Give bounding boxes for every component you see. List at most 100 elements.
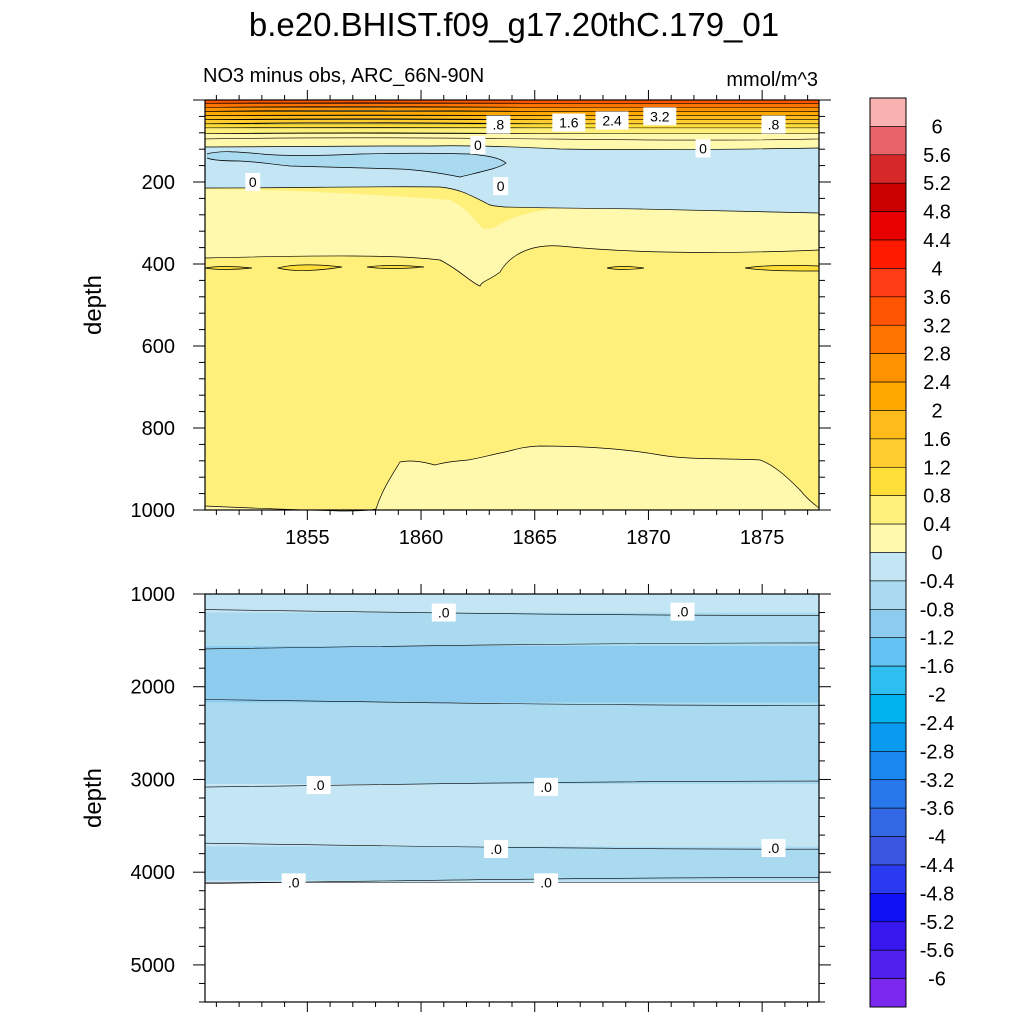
colorbar-label: -0.4 bbox=[920, 571, 954, 593]
contour-label-bg bbox=[534, 777, 559, 796]
colorbar-swatch bbox=[869, 552, 907, 582]
colorbar-label: 5.6 bbox=[923, 145, 951, 167]
colorbar-frame bbox=[869, 97, 907, 1008]
colorbar-label: -1.6 bbox=[920, 656, 954, 678]
colorbar-label: 2.4 bbox=[923, 372, 951, 394]
colorbar-label: 1.2 bbox=[923, 457, 951, 479]
contour-label: 1.6 bbox=[559, 115, 579, 131]
contour-label-bg bbox=[470, 136, 486, 155]
contour-label: 0 bbox=[497, 178, 505, 194]
top-panel-ylabel: depth bbox=[80, 275, 107, 335]
top-panel-axes: 1855 1860 1865 1870 1875 200 400 600 800 1000 bbox=[131, 90, 831, 549]
colorbar-label: 4.8 bbox=[923, 202, 951, 224]
contour-label: .8 bbox=[493, 117, 505, 133]
contour-label-bg bbox=[484, 840, 509, 858]
y-tick-label: 2000 bbox=[131, 677, 176, 699]
contour-label: 3.2 bbox=[650, 108, 670, 124]
y-tick-label: 1000 bbox=[131, 584, 176, 606]
y-tick-label: 1000 bbox=[131, 500, 176, 522]
contour-label: 0 bbox=[474, 137, 482, 153]
colorbar-swatch bbox=[869, 722, 907, 752]
contour-label-bg bbox=[595, 111, 629, 130]
contour-label-bg bbox=[306, 776, 331, 795]
surface-layer-band bbox=[204, 133, 820, 141]
contour-label: .0 bbox=[677, 604, 689, 620]
surface-layers bbox=[204, 99, 820, 141]
colorbar-label: 1.6 bbox=[923, 429, 951, 451]
depth-band bbox=[205, 594, 819, 613]
colorbar-swatch bbox=[869, 779, 907, 809]
colorbar-swatch bbox=[869, 438, 907, 468]
colorbar-swatch bbox=[869, 949, 907, 979]
depth-band bbox=[205, 702, 819, 785]
colorbar-swatch bbox=[869, 637, 907, 667]
contour-label: .0 bbox=[490, 841, 502, 857]
colorbar-swatch bbox=[869, 268, 907, 298]
bottom-panel: .0 .0 .0 .0 .0 .0 .0 .0 1000 2000 3000 4000 5000 de… bbox=[80, 584, 831, 1012]
colorbar-label: -2.4 bbox=[920, 713, 954, 735]
y-tick-label: 5000 bbox=[131, 955, 176, 977]
colorbar-label: 0.4 bbox=[923, 514, 951, 536]
colorbar-swatch bbox=[869, 893, 907, 923]
colorbar-swatch bbox=[869, 381, 907, 411]
colorbar-swatch bbox=[869, 694, 907, 724]
contour-label-bg bbox=[695, 139, 711, 158]
depth-band bbox=[205, 846, 819, 881]
contour-label: .0 bbox=[768, 840, 780, 856]
contour-label: .0 bbox=[313, 777, 325, 793]
y-tick-label: 4000 bbox=[131, 862, 176, 884]
y-tick-label: 800 bbox=[142, 418, 175, 440]
y-tick-label: 3000 bbox=[131, 769, 176, 791]
top-panel-fill bbox=[204, 99, 820, 511]
bottom-panel-contour-labels: .0 .0 .0 .0 .0 .0 .0 .0 bbox=[281, 602, 786, 892]
contour-label-bg bbox=[534, 873, 559, 892]
x-tick-label: 1870 bbox=[626, 527, 671, 549]
colorbar-swatch bbox=[869, 239, 907, 269]
contour-label: 0 bbox=[699, 140, 707, 156]
contour-line bbox=[204, 609, 820, 616]
contour-label-bg bbox=[486, 115, 511, 134]
colorbar-swatch bbox=[869, 410, 907, 440]
colorbar-label: 3.2 bbox=[923, 315, 951, 337]
top-panel: NO3 minus obs, ARC_66N-90N mmol/m^3 bbox=[80, 65, 831, 549]
colorbar-label: 2.8 bbox=[923, 344, 951, 366]
colorbar-label: 0 bbox=[931, 543, 942, 565]
colorbar-swatch bbox=[869, 921, 907, 951]
colorbar-swatch bbox=[869, 182, 907, 212]
colorbar: 6 5.6 5.2 4.8 4.4 4 3.6 3.2 2.8 2.4 2 1.6 1.2 0.8 0.4 0… bbox=[869, 97, 954, 1008]
top-panel-contour-labels: .8 1.6 2.4 3.2 .8 0 0 0 0 bbox=[245, 107, 786, 196]
y-tick-label: 400 bbox=[142, 254, 175, 276]
contour-label: .0 bbox=[288, 874, 300, 890]
colorbar-label: -0.8 bbox=[920, 599, 954, 621]
contour-label-bg bbox=[245, 173, 261, 191]
x-tick-label: 1865 bbox=[512, 527, 557, 549]
contour-line bbox=[204, 699, 820, 706]
x-tick-label: 1860 bbox=[399, 527, 444, 549]
colorbar-swatch bbox=[869, 97, 907, 127]
contour-label: .0 bbox=[438, 605, 450, 621]
colorbar-label: 2 bbox=[931, 400, 942, 422]
colorbar-swatch bbox=[869, 466, 907, 496]
colorbar-swatch bbox=[869, 978, 907, 1008]
colorbar-label: -3.2 bbox=[920, 770, 954, 792]
colorbar-swatch bbox=[869, 580, 907, 610]
contour-label-bg bbox=[761, 839, 786, 858]
colorbar-label: -1.2 bbox=[920, 628, 954, 650]
colorbar-label: -5.6 bbox=[920, 940, 954, 962]
colorbar-label: -4.8 bbox=[920, 883, 954, 905]
colorbar-swatch bbox=[869, 353, 907, 383]
contour-label-bg bbox=[281, 873, 306, 892]
colorbar-label: -5.2 bbox=[920, 912, 954, 934]
depth-band bbox=[205, 612, 819, 646]
bottom-panel-ylabel: depth bbox=[80, 768, 107, 828]
colorbar-swatch bbox=[869, 324, 907, 354]
colorbar-swatch bbox=[869, 211, 907, 241]
bottom-panel-axes: 1000 2000 3000 4000 5000 bbox=[131, 584, 831, 1012]
contour-label: 2.4 bbox=[602, 113, 622, 129]
colorbar-swatch bbox=[869, 126, 907, 156]
contour-label: 0 bbox=[249, 174, 257, 190]
colorbar-label: 6 bbox=[931, 116, 942, 138]
contour-label: .8 bbox=[768, 117, 780, 133]
colorbar-label: 0.8 bbox=[923, 486, 951, 508]
